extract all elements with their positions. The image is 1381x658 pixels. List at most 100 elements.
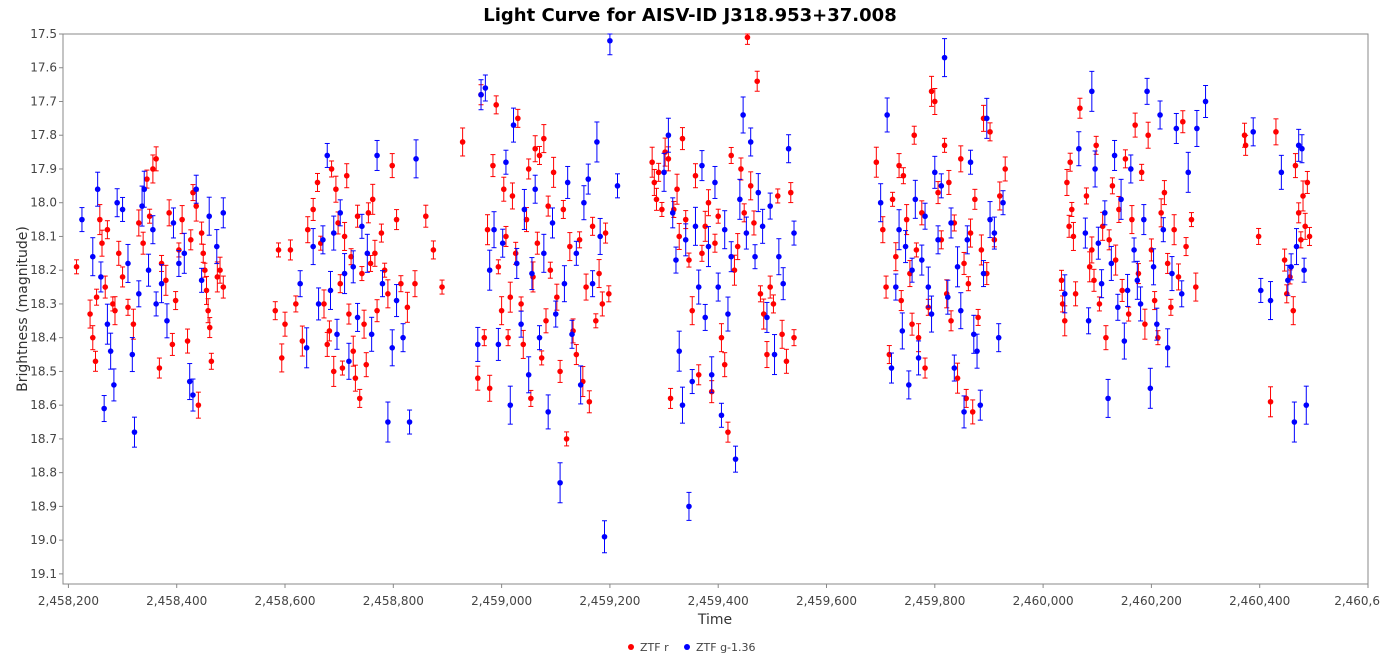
data-point bbox=[699, 162, 705, 169]
data-point bbox=[520, 341, 527, 348]
data-point bbox=[686, 503, 692, 510]
data-point bbox=[140, 240, 146, 247]
data-point bbox=[597, 233, 603, 240]
data-point bbox=[314, 179, 321, 186]
x-axis: 2,458,200 2,458,400 2,458,600 2,458,800 2,45… bbox=[38, 584, 1380, 608]
data-point bbox=[1089, 247, 1095, 253]
data-point bbox=[153, 156, 159, 162]
data-point bbox=[1002, 166, 1008, 172]
data-point bbox=[1151, 297, 1158, 304]
data-point bbox=[1121, 338, 1128, 344]
data-point bbox=[398, 280, 404, 287]
data-point bbox=[1299, 145, 1305, 152]
data-point bbox=[589, 223, 596, 230]
data-point bbox=[1132, 122, 1138, 128]
data-point bbox=[554, 294, 560, 300]
data-point bbox=[278, 355, 285, 361]
data-point bbox=[1168, 304, 1174, 311]
data-point bbox=[737, 196, 743, 203]
data-point bbox=[961, 260, 967, 267]
y-tick-label: 17.5 bbox=[30, 27, 57, 41]
data-point bbox=[164, 318, 170, 324]
data-point bbox=[1098, 280, 1105, 287]
x-tick-label: 2,458,200 bbox=[38, 594, 99, 608]
data-point bbox=[310, 243, 316, 250]
data-point bbox=[310, 206, 316, 213]
x-axis-label: Time bbox=[697, 612, 732, 628]
data-point bbox=[725, 311, 731, 317]
data-point bbox=[732, 456, 739, 462]
data-point bbox=[536, 334, 543, 341]
data-point bbox=[1257, 287, 1264, 294]
data-point bbox=[667, 395, 674, 402]
data-point bbox=[1095, 240, 1102, 247]
data-point bbox=[941, 54, 948, 61]
data-point bbox=[983, 115, 990, 122]
data-point bbox=[365, 210, 372, 216]
data-point bbox=[1108, 260, 1115, 267]
data-point bbox=[896, 162, 902, 169]
data-point bbox=[757, 291, 764, 297]
data-point bbox=[919, 257, 925, 263]
data-point bbox=[1183, 243, 1189, 250]
x-tick-label: 2,460,200 bbox=[1121, 594, 1182, 608]
y-tick-label: 18.2 bbox=[30, 263, 57, 277]
data-point bbox=[1202, 98, 1209, 105]
data-point bbox=[661, 169, 667, 176]
data-point bbox=[1129, 216, 1135, 223]
data-point bbox=[961, 409, 967, 415]
data-point bbox=[486, 385, 493, 392]
data-point bbox=[909, 267, 915, 273]
x-tick-label: 2,459,200 bbox=[579, 594, 640, 608]
data-point bbox=[361, 321, 367, 327]
data-point bbox=[665, 156, 672, 162]
data-point bbox=[500, 186, 507, 193]
data-point bbox=[880, 226, 886, 233]
data-point bbox=[932, 169, 938, 176]
data-point bbox=[583, 284, 589, 290]
data-point bbox=[87, 311, 93, 317]
data-point bbox=[184, 338, 191, 344]
data-point bbox=[964, 237, 971, 243]
data-point bbox=[928, 88, 935, 95]
data-point bbox=[372, 250, 378, 257]
data-point bbox=[144, 176, 150, 182]
data-point bbox=[967, 159, 974, 166]
data-point bbox=[963, 395, 970, 402]
data-point bbox=[287, 247, 294, 253]
data-point bbox=[98, 274, 104, 280]
data-point bbox=[699, 250, 705, 257]
data-point bbox=[190, 392, 196, 398]
data-point bbox=[1155, 334, 1161, 341]
data-point bbox=[413, 156, 419, 162]
data-point bbox=[596, 270, 602, 277]
data-point bbox=[928, 311, 935, 317]
data-point bbox=[337, 280, 344, 287]
data-point bbox=[406, 419, 413, 425]
data-point bbox=[1135, 270, 1142, 277]
data-point bbox=[512, 250, 519, 257]
data-point bbox=[659, 206, 665, 213]
y-tick-label: 18.7 bbox=[30, 432, 57, 446]
data-point bbox=[186, 378, 193, 385]
data-point bbox=[653, 196, 660, 203]
data-point bbox=[525, 371, 532, 378]
data-point bbox=[969, 409, 976, 415]
data-point bbox=[898, 297, 905, 304]
data-point bbox=[577, 382, 584, 388]
data-point bbox=[495, 264, 502, 270]
data-point bbox=[545, 203, 551, 209]
data-point bbox=[509, 193, 516, 199]
data-point bbox=[1137, 301, 1144, 307]
data-point bbox=[327, 287, 334, 294]
series-ztf-r bbox=[73, 33, 1313, 447]
data-point bbox=[141, 186, 148, 193]
data-point bbox=[557, 479, 563, 486]
data-point bbox=[1288, 264, 1294, 270]
data-point bbox=[220, 284, 227, 290]
data-point bbox=[129, 351, 136, 358]
data-point bbox=[1083, 193, 1090, 199]
data-point bbox=[507, 294, 514, 300]
data-point bbox=[557, 368, 563, 375]
data-point bbox=[1147, 385, 1154, 392]
